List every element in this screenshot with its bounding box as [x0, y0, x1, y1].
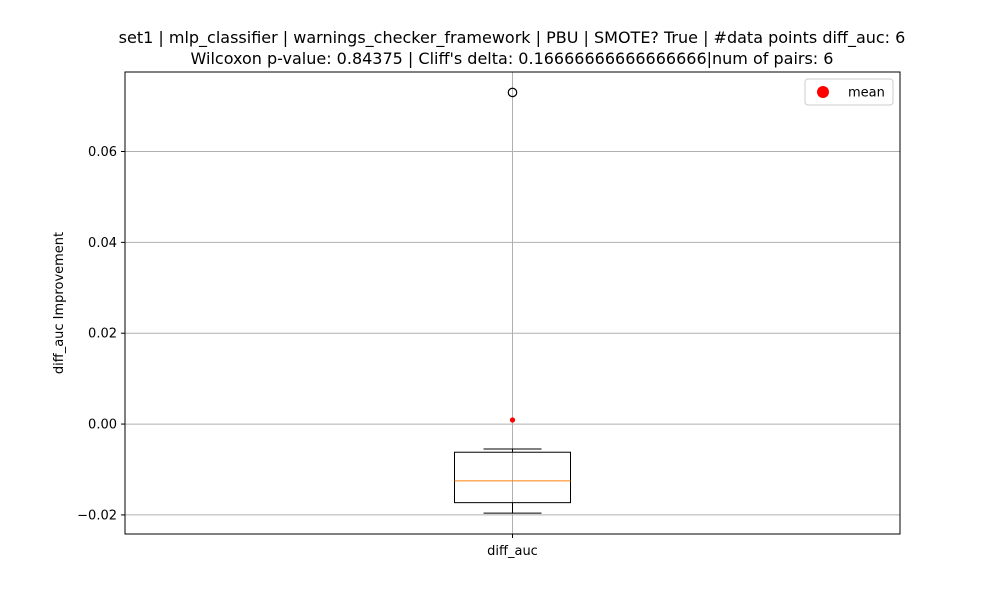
- y-tick-label: 0.00: [88, 418, 117, 433]
- legend-mean-marker: [817, 86, 829, 98]
- chart-title-line1: set1 | mlp_classifier | warnings_checker…: [119, 28, 906, 48]
- y-tick-label: 0.06: [88, 145, 117, 160]
- y-axis-label: diff_auc Improvement: [52, 232, 67, 374]
- legend-mean-label: mean: [848, 86, 885, 101]
- x-tick-label: diff_auc: [487, 544, 538, 559]
- grid-layer: [125, 72, 900, 534]
- legend-frame: [804, 78, 894, 106]
- axis-layer: −0.02 0.00 0.02 0.04 0.06 diff_auc: [77, 145, 538, 559]
- legend: mean: [804, 78, 894, 106]
- y-tick-label: 0.02: [88, 327, 117, 342]
- y-tick-label: −0.02: [77, 508, 117, 523]
- y-tick-label: 0.04: [88, 236, 117, 251]
- box-iqr: [454, 451, 571, 504]
- mean-point: [509, 417, 516, 423]
- outlier-point: [507, 87, 518, 98]
- chart-title-line2: Wilcoxon p-value: 0.84375 | Cliff's delt…: [191, 49, 834, 68]
- plot-layer: [454, 87, 571, 514]
